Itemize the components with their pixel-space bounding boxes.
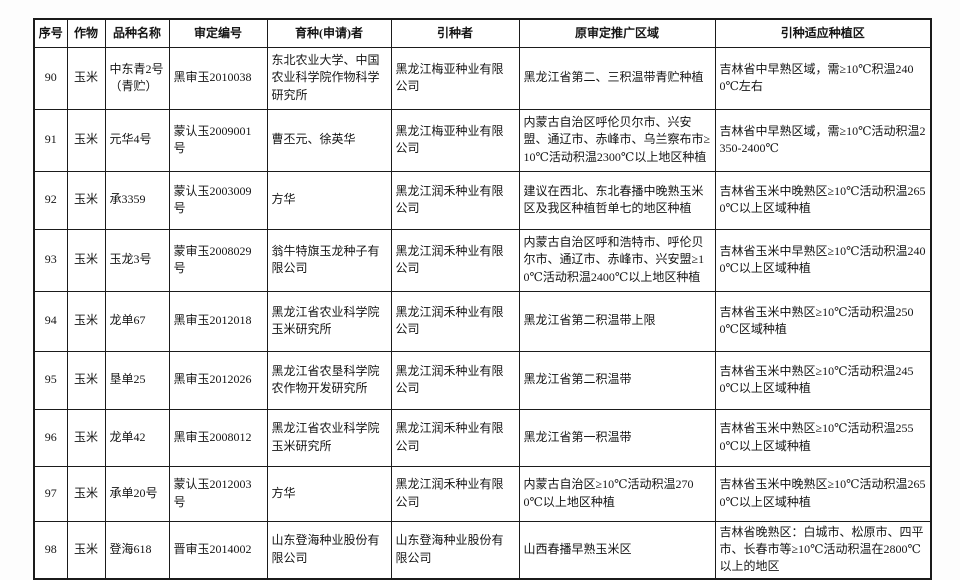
table-cell-variety: 承3359 [104, 170, 170, 230]
table-cell-approval_no: 黑审玉2010038 [168, 46, 268, 110]
table-cell-variety: 垦单25 [104, 350, 170, 410]
table-cell-approval_no: 蒙认玉2003009号 [168, 170, 268, 230]
table-cell-crop: 玉米 [66, 465, 106, 522]
table-cell-crop: 玉米 [66, 108, 106, 172]
table-row: 92 玉米 承3359 蒙认玉2003009号 方华 黑龙江润禾种业有限公司 建议在西北、东… [33, 170, 932, 230]
table-cell-variety: 玉龙3号 [104, 228, 170, 292]
table-row: 96 玉米 龙单42 黑审玉2008012 黑龙江省农业科学院玉米研究所 黑龙江润禾种业有… [33, 408, 932, 467]
table-cell-adapted_region: 吉林省晚熟区：白城市、松原市、四平市、长春市等≥10℃活动积温在2800℃以上的… [714, 520, 932, 580]
table-cell-introducer: 黑龙江润禾种业有限公司 [390, 290, 520, 352]
table-cell-adapted_region: 吉林省玉米中熟区≥10℃活动积温2450℃以上区域种植 [714, 350, 932, 410]
table-cell-introducer: 黑龙江梅亚种业有限公司 [390, 46, 520, 110]
table-cell-adapted_region: 吉林省玉米中晚熟区≥10℃活动积温2650℃以上区域种植 [714, 465, 932, 522]
table-cell-approval_no: 蒙认玉2009001号 [168, 108, 268, 172]
table-row: 94 玉米 龙单67 黑审玉2012018 黑龙江省农业科学院玉米研究所 黑龙江润禾种业有… [33, 290, 932, 352]
table-cell-seq: 98 [33, 520, 68, 580]
column-header-4: 育种(申请)者 [266, 18, 392, 48]
table-cell-variety: 中东青2号（青贮） [104, 46, 170, 110]
table-cell-introducer: 黑龙江润禾种业有限公司 [390, 170, 520, 230]
table-cell-original_region: 内蒙古自治区呼和浩特市、呼伦贝尔市、通辽市、赤峰市、兴安盟≥10℃活动积温240… [518, 228, 716, 292]
table-cell-introducer: 黑龙江润禾种业有限公司 [390, 465, 520, 522]
table-header: 序号 作物 品种名称 审定编号 育种(申请)者 引种者 原审定推广区域 引种适应种植区 [33, 18, 932, 48]
table-cell-approval_no: 黑审玉2012018 [168, 290, 268, 352]
table-cell-seq: 95 [33, 350, 68, 410]
table-row: 93 玉米 玉龙3号 蒙审玉2008029号 翁牛特旗玉龙种子有限公司 黑龙江润禾种业有限… [33, 228, 932, 292]
table-cell-breeder: 方华 [266, 170, 392, 230]
table-cell-seq: 94 [33, 290, 68, 352]
table-cell-adapted_region: 吉林省中早熟区域，需≥10℃积温2400℃左右 [714, 46, 932, 110]
table-cell-crop: 玉米 [66, 170, 106, 230]
table-cell-original_region: 黑龙江省第二积温带上限 [518, 290, 716, 352]
table-cell-original_region: 黑龙江省第一积温带 [518, 408, 716, 467]
table-row: 91 玉米 元华4号 蒙认玉2009001号 曹丕元、徐英华 黑龙江梅亚种业有限公司 内蒙古… [33, 108, 932, 172]
column-header-3: 审定编号 [168, 18, 268, 48]
table-cell-seq: 93 [33, 228, 68, 292]
table-cell-approval_no: 蒙审玉2008029号 [168, 228, 268, 292]
table-cell-seq: 96 [33, 408, 68, 467]
table-cell-breeder: 东北农业大学、中国农业科学院作物科学研究所 [266, 46, 392, 110]
variety-introduction-table: 序号 作物 品种名称 审定编号 育种(申请)者 引种者 原审定推广区域 引种适应种植区 90 玉… [33, 18, 932, 580]
table-cell-original_region: 黑龙江省第二、三积温带青贮种植 [518, 46, 716, 110]
table-cell-adapted_region: 吉林省中早熟区域，需≥10℃活动积温2350-2400℃ [714, 108, 932, 172]
table-cell-approval_no: 晋审玉2014002 [168, 520, 268, 580]
table-cell-approval_no: 黑审玉2008012 [168, 408, 268, 467]
table-cell-breeder: 黑龙江省农业科学院玉米研究所 [266, 290, 392, 352]
header-row: 序号 作物 品种名称 审定编号 育种(申请)者 引种者 原审定推广区域 引种适应种植区 [33, 18, 932, 48]
table-cell-adapted_region: 吉林省玉米中晚熟区≥10℃活动积温2650℃以上区域种植 [714, 170, 932, 230]
table-cell-variety: 承单20号 [104, 465, 170, 522]
table-cell-introducer: 黑龙江润禾种业有限公司 [390, 228, 520, 292]
column-header-6: 原审定推广区域 [518, 18, 716, 48]
table-cell-adapted_region: 吉林省玉米中熟区≥10℃活动积温2550℃以上区域种植 [714, 408, 932, 467]
table-cell-adapted_region: 吉林省玉米中早熟区≥10℃活动积温2400℃以上区域种植 [714, 228, 932, 292]
table-cell-variety: 元华4号 [104, 108, 170, 172]
table-row: 90 玉米 中东青2号（青贮） 黑审玉2010038 东北农业大学、中国农业科学院作物科… [33, 46, 932, 110]
table-row: 97 玉米 承单20号 蒙认玉2012003号 方华 黑龙江润禾种业有限公司 内蒙古自治区≥… [33, 465, 932, 522]
table-cell-adapted_region: 吉林省玉米中熟区≥10℃活动积温2500℃区域种植 [714, 290, 932, 352]
column-header-0: 序号 [33, 18, 68, 48]
table-cell-approval_no: 黑审玉2012026 [168, 350, 268, 410]
table-cell-crop: 玉米 [66, 520, 106, 580]
table-cell-crop: 玉米 [66, 46, 106, 110]
column-header-7: 引种适应种植区 [714, 18, 932, 48]
table-cell-variety: 登海618 [104, 520, 170, 580]
table-row: 95 玉米 垦单25 黑审玉2012026 黑龙江省农垦科学院农作物开发研究所 黑龙江润禾… [33, 350, 932, 410]
table-cell-breeder: 黑龙江省农业科学院玉米研究所 [266, 408, 392, 467]
column-header-5: 引种者 [390, 18, 520, 48]
table-cell-crop: 玉米 [66, 408, 106, 467]
table-cell-variety: 龙单42 [104, 408, 170, 467]
table-cell-original_region: 内蒙古自治区≥10℃活动积温2700℃以上地区种植 [518, 465, 716, 522]
table-cell-breeder: 山东登海种业股份有限公司 [266, 520, 392, 580]
table-cell-introducer: 黑龙江梅亚种业有限公司 [390, 108, 520, 172]
table-cell-crop: 玉米 [66, 228, 106, 292]
table-cell-seq: 97 [33, 465, 68, 522]
table-cell-seq: 90 [33, 46, 68, 110]
table-cell-original_region: 山西春播早熟玉米区 [518, 520, 716, 580]
table-cell-introducer: 黑龙江润禾种业有限公司 [390, 350, 520, 410]
table-cell-variety: 龙单67 [104, 290, 170, 352]
table-cell-seq: 92 [33, 170, 68, 230]
table-cell-crop: 玉米 [66, 290, 106, 352]
table-cell-introducer: 山东登海种业股份有限公司 [390, 520, 520, 580]
column-header-2: 品种名称 [104, 18, 170, 48]
table-cell-crop: 玉米 [66, 350, 106, 410]
table-cell-seq: 91 [33, 108, 68, 172]
table-cell-original_region: 内蒙古自治区呼伦贝尔市、兴安盟、通辽市、赤峰市、乌兰察布市≥10℃活动积温230… [518, 108, 716, 172]
table-cell-introducer: 黑龙江润禾种业有限公司 [390, 408, 520, 467]
table-row: 98 玉米 登海618 晋审玉2014002 山东登海种业股份有限公司 山东登海种业股份有… [33, 520, 932, 580]
table-cell-approval_no: 蒙认玉2012003号 [168, 465, 268, 522]
table-cell-breeder: 方华 [266, 465, 392, 522]
table-cell-breeder: 翁牛特旗玉龙种子有限公司 [266, 228, 392, 292]
table-cell-original_region: 黑龙江省第二积温带 [518, 350, 716, 410]
table-cell-breeder: 曹丕元、徐英华 [266, 108, 392, 172]
table-cell-breeder: 黑龙江省农垦科学院农作物开发研究所 [266, 350, 392, 410]
table-cell-original_region: 建议在西北、东北春播中晚熟玉米区及我区种植哲单七的地区种植 [518, 170, 716, 230]
column-header-1: 作物 [66, 18, 106, 48]
table-body: 90 玉米 中东青2号（青贮） 黑审玉2010038 东北农业大学、中国农业科学院作物科… [33, 46, 932, 580]
